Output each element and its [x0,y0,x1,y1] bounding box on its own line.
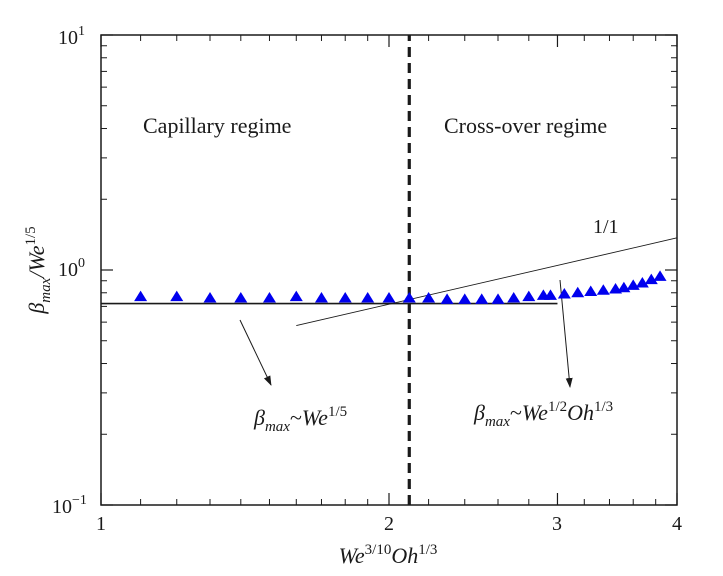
data-point [338,292,352,303]
data-point [361,292,375,303]
data-point [234,292,248,303]
data-point [522,290,536,302]
data-point [507,292,521,303]
data-point [422,292,436,303]
arrow-left [239,319,272,386]
data-series [134,270,667,304]
law-left-label: βmax~We1/5 [253,404,347,435]
data-point [491,293,505,304]
x-tick-label-4: 4 [672,513,682,535]
x-tick-label-3: 3 [552,513,562,535]
data-point [543,289,557,300]
data-point [262,292,276,303]
data-point [635,277,649,288]
capillary-regime-label: Capillary regime [143,113,291,138]
y-tick-label-10: 101 [58,24,85,49]
data-point [644,273,658,285]
slope-1-1-line [296,237,678,327]
data-point [440,293,454,304]
data-point [458,293,472,304]
law-right-label: βmax~We1/2Oh1/3 [473,399,613,430]
data-point [557,288,571,299]
slope-label: 1/1 [593,216,619,238]
data-point [289,290,303,302]
data-point [571,286,585,298]
data-point [402,292,416,303]
plot-frame [100,34,678,506]
data-point [596,284,610,295]
tick-marks [100,34,678,506]
y-axis-label: βmax/We1/5 [23,226,54,314]
data-point [475,293,489,304]
y-tick-label-0-1: 10−1 [52,493,87,518]
data-point [203,292,217,303]
crossover-regime-label: Cross-over regime [444,113,607,138]
data-point [314,292,328,303]
data-point [584,285,598,297]
x-tick-label-2: 2 [384,513,394,535]
data-point [134,290,148,302]
data-point [653,270,667,281]
data-point [382,292,396,303]
data-point [617,281,631,293]
x-tick-label-1: 1 [96,513,106,535]
x-axis-label: We3/10Oh1/3 [339,542,438,568]
data-point [170,290,184,302]
y-tick-label-1: 100 [58,256,85,281]
